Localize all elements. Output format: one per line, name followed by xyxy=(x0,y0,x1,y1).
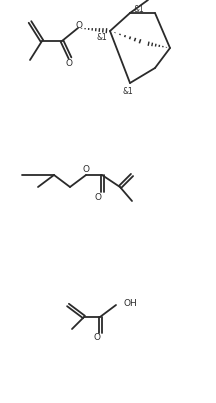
Text: OH: OH xyxy=(124,299,138,307)
Text: O: O xyxy=(94,334,100,343)
Text: &1: &1 xyxy=(96,33,107,42)
Text: O: O xyxy=(76,21,83,29)
Text: &1: &1 xyxy=(123,87,133,96)
Text: O: O xyxy=(95,193,102,202)
Text: O: O xyxy=(65,58,73,67)
Text: &1: &1 xyxy=(134,4,145,13)
Text: O: O xyxy=(83,166,89,174)
